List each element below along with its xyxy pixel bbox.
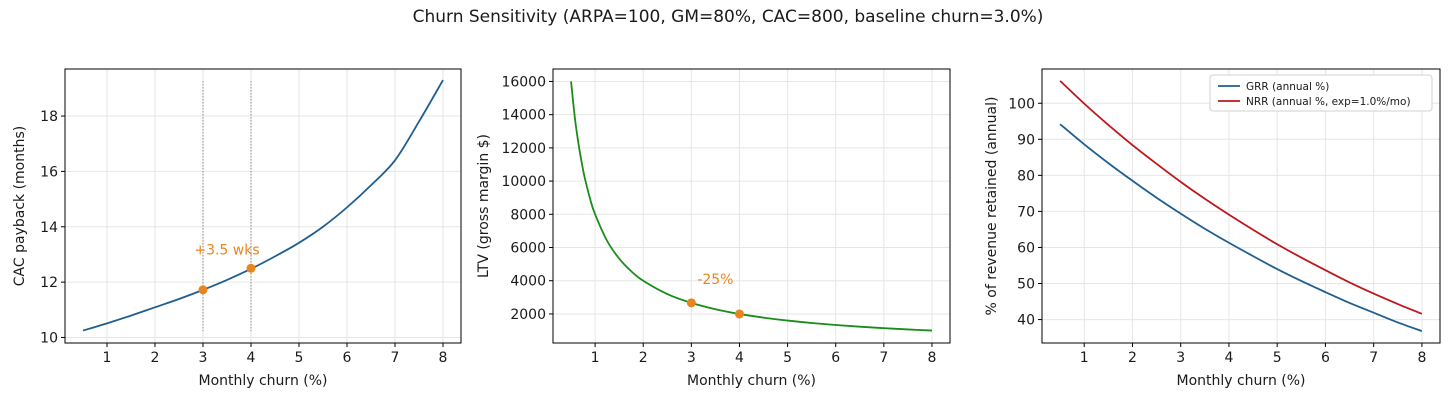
data-point-marker (686, 298, 696, 308)
series-line-0 (1059, 123, 1423, 332)
axes-frame (552, 68, 951, 344)
y-tick-label: 40 (1017, 313, 1035, 329)
x-axis-label: Monthly churn (%) (687, 373, 816, 389)
y-tick-label: 50 (1017, 277, 1035, 293)
legend-label: GRR (annual %) (1246, 81, 1329, 93)
x-tick-label: 5 (295, 350, 304, 366)
x-tick-label: 5 (1273, 350, 1282, 366)
data-point-marker (246, 263, 256, 273)
x-tick-label: 4 (247, 350, 256, 366)
y-tick-label: 10000 (501, 174, 546, 190)
y-tick-label: 6000 (510, 241, 546, 257)
x-tick-label: 2 (1128, 350, 1137, 366)
annotation-label: -25% (697, 272, 733, 288)
y-tick-label: 12000 (501, 141, 546, 157)
y-tick-label: 2000 (510, 307, 546, 323)
y-axis-label: % of revenue retained (annual) (984, 97, 1000, 316)
y-axis-label: LTV (gross margin $) (476, 134, 492, 278)
series-line-0 (82, 79, 444, 332)
x-tick-label: 1 (591, 350, 600, 366)
series-line-1 (1059, 80, 1423, 315)
legend-box (1209, 74, 1433, 112)
x-tick-label: 3 (1176, 350, 1185, 366)
y-tick-label: 16 (40, 164, 58, 180)
x-tick-label: 4 (1224, 350, 1233, 366)
y-tick-label: 8000 (510, 207, 546, 223)
y-axis-label: CAC payback (months) (12, 126, 28, 286)
axes-frame (1041, 68, 1441, 344)
y-tick-label: 16000 (501, 74, 546, 90)
data-point-marker (734, 309, 744, 319)
annotation-label: +3.5 wks (194, 242, 259, 258)
y-tick-label: 60 (1017, 240, 1035, 256)
y-tick-label: 14000 (501, 108, 546, 124)
x-tick-label: 3 (199, 350, 208, 366)
y-tick-label: 70 (1017, 204, 1035, 220)
y-tick-label: 90 (1017, 132, 1035, 148)
y-tick-label: 18 (40, 109, 58, 125)
y-tick-label: 100 (1008, 96, 1035, 112)
x-axis-label: Monthly churn (%) (198, 373, 327, 389)
retention-chart: 1 2 3 4 5 6 7 8 40 50 60 70 80 90 100 Monthly churn (%)… (984, 68, 1441, 389)
data-point-marker (198, 285, 208, 295)
x-tick-label: 8 (927, 350, 936, 366)
x-axis-label: Monthly churn (%) (1176, 373, 1305, 389)
y-tick-label: 12 (40, 275, 58, 291)
legend-label: NRR (annual %, exp=1.0%/mo) (1246, 96, 1411, 108)
x-tick-label: 5 (783, 350, 792, 366)
x-tick-label: 2 (151, 350, 160, 366)
ltv-chart: -25% 1 2 3 4 5 6 7 8 2000 4000 6000 8000 10000 12000 14… (476, 68, 951, 389)
x-tick-label: 6 (831, 350, 840, 366)
y-tick-label: 4000 (510, 274, 546, 290)
x-tick-label: 2 (639, 350, 648, 366)
series-line-0 (570, 81, 932, 332)
x-tick-label: 1 (1080, 350, 1089, 366)
x-tick-label: 1 (103, 350, 112, 366)
x-tick-label: 8 (439, 350, 448, 366)
x-tick-label: 7 (879, 350, 888, 366)
x-tick-label: 3 (687, 350, 696, 366)
axes-frame (64, 68, 462, 344)
figure-title: Churn Sensitivity (ARPA=100, GM=80%, CAC… (413, 7, 1044, 27)
y-tick-label: 14 (40, 220, 58, 236)
x-tick-label: 7 (391, 350, 400, 366)
x-tick-label: 6 (343, 350, 352, 366)
x-tick-label: 4 (735, 350, 744, 366)
y-tick-label: 10 (40, 330, 58, 346)
x-tick-label: 8 (1417, 350, 1426, 366)
legend: GRR (annual %) NRR (annual %, exp=1.0%/mo… (1209, 74, 1433, 112)
x-tick-label: 7 (1369, 350, 1378, 366)
y-tick-label: 80 (1017, 168, 1035, 184)
x-tick-label: 6 (1321, 350, 1330, 366)
